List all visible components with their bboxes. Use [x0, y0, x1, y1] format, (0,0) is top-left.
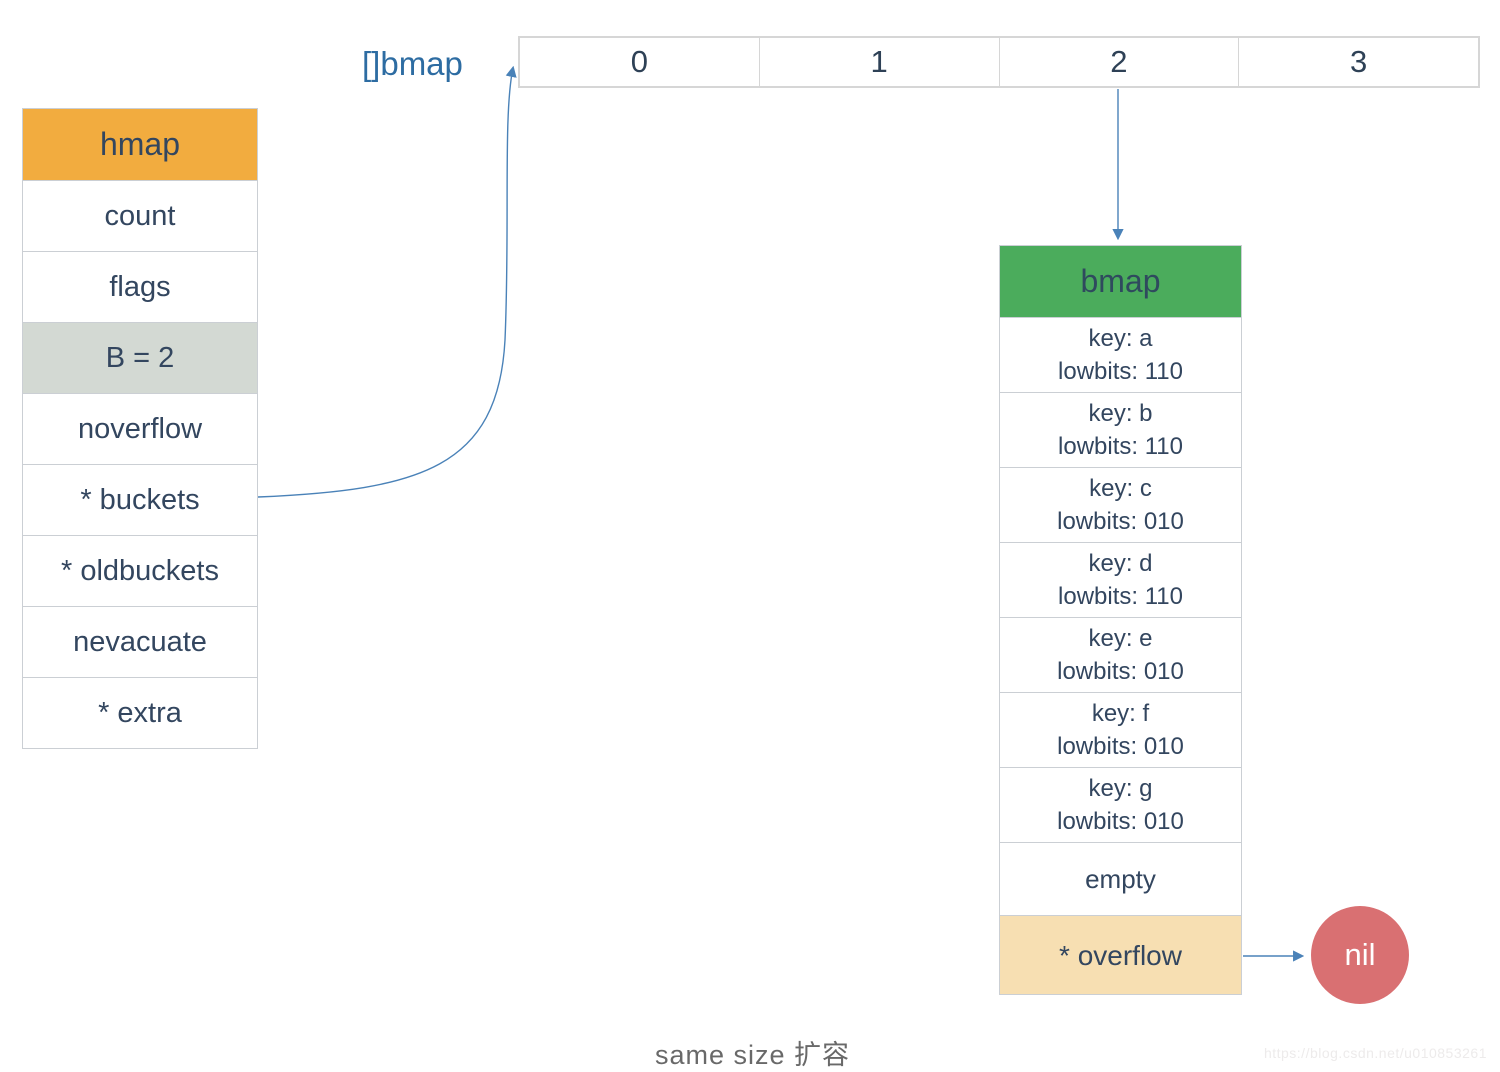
watermark-url: https://blog.csdn.net/u010853261	[1263, 1045, 1487, 1061]
bmap-row-overflow: * overflow	[1000, 915, 1241, 994]
bmap-row-key-d: key: d lowbits: 110	[1000, 542, 1241, 617]
key-label: key: a	[1088, 325, 1153, 352]
lowbits-label: lowbits: 010	[1057, 733, 1184, 760]
hmap-table: hmap count flags B = 2 noverflow * bucke…	[22, 108, 258, 749]
hmap-row-flags: flags	[23, 251, 257, 322]
buckets-to-array-arrow	[257, 65, 517, 498]
bucket-cell-0: 0	[520, 38, 760, 86]
key-label: key: g	[1088, 775, 1153, 802]
hmap-table-header: hmap	[23, 109, 257, 180]
bmap-table-header: bmap	[1000, 246, 1241, 317]
overflow-label: * overflow	[1059, 939, 1182, 971]
bmap-row-key-a: key: a lowbits: 110	[1000, 317, 1241, 392]
lowbits-label: lowbits: 010	[1057, 808, 1184, 835]
diagram-caption: same size 扩容	[655, 1040, 851, 1070]
hmap-row-nevacuate: nevacuate	[23, 606, 257, 677]
key-label: key: f	[1091, 700, 1150, 727]
bmap-row-key-b: key: b lowbits: 110	[1000, 392, 1241, 467]
lowbits-label: lowbits: 010	[1057, 658, 1184, 685]
bucket-cell-1: 1	[760, 38, 1000, 86]
nil-node: nil	[1311, 906, 1409, 1004]
bucket-cell-3: 3	[1350, 44, 1368, 79]
lowbits-label: lowbits: 110	[1058, 358, 1183, 385]
key-label: key: d	[1088, 550, 1153, 577]
hmap-row-b: B = 2	[23, 322, 257, 393]
hmap-row-count: count	[23, 180, 257, 251]
lowbits-label: lowbits: 010	[1057, 508, 1184, 535]
empty-label: empty	[1085, 863, 1156, 894]
bmap-row-key-f: key: f lowbits: 010	[1000, 692, 1241, 767]
bucket-cell-2: 2	[1000, 38, 1240, 86]
hmap-row-oldbuckets: * oldbuckets	[23, 535, 257, 606]
bmap-row-key-e: key: e lowbits: 010	[1000, 617, 1241, 692]
hmap-row-extra: * extra	[23, 677, 257, 748]
bmap-row-key-g: key: g lowbits: 010	[1000, 767, 1241, 842]
key-label: key: c	[1089, 475, 1152, 502]
bmap-array-label: []bmap	[362, 45, 463, 82]
bmap-row-key-c: key: c lowbits: 010	[1000, 467, 1241, 542]
bucket-array: 0 1 2 3	[518, 36, 1480, 88]
hmap-row-buckets: * buckets	[23, 464, 257, 535]
key-label: key: b	[1088, 400, 1153, 427]
bmap-row-empty: empty	[1000, 842, 1241, 915]
bmap-table: bmap key: a lowbits: 110 key: b lowbits:…	[999, 245, 1242, 995]
lowbits-label: lowbits: 110	[1058, 583, 1183, 610]
lowbits-label: lowbits: 110	[1058, 433, 1183, 460]
key-label: key: e	[1088, 625, 1153, 652]
hmap-row-noverflow: noverflow	[23, 393, 257, 464]
